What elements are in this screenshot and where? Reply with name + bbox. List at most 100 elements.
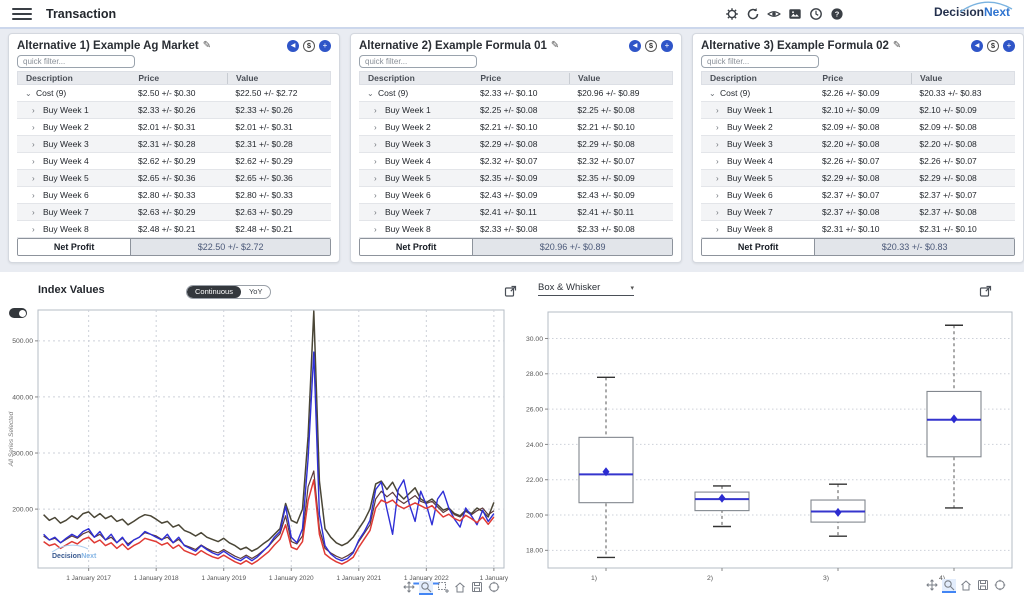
table-row[interactable]: ⌄ Cost (9) $2.26 +/- $0.09 $20.33 +/- $0.83 (701, 85, 1015, 103)
table-row[interactable]: ⌄ Cost (9) $2.33 +/- $0.10 $20.96 +/- $0.89 (359, 85, 673, 103)
chevron-down-icon[interactable]: ⌄ (367, 88, 374, 98)
expand-chart-icon[interactable] (979, 285, 992, 298)
chevron-right-icon[interactable]: › (32, 224, 35, 234)
image-icon[interactable] (788, 7, 802, 21)
chevron-right-icon[interactable]: › (32, 207, 35, 217)
chevron-right-icon[interactable]: › (716, 207, 719, 217)
pan-icon[interactable] (925, 579, 939, 593)
table-row[interactable]: › Buy Week 1 $2.25 +/- $0.08 $2.25 +/- $0.0… (359, 102, 673, 120)
eye-icon[interactable] (767, 7, 781, 21)
table-row[interactable]: › Buy Week 6 $2.80 +/- $0.33 $2.80 +/- $0.3… (17, 187, 331, 205)
collapse-left-icon[interactable]: ◀ (629, 39, 641, 52)
table-row[interactable]: › Buy Week 1 $2.33 +/- $0.26 $2.33 +/- $0.2… (17, 102, 331, 120)
home-icon[interactable] (959, 579, 973, 593)
reset-icon[interactable] (993, 579, 1007, 593)
chevron-right-icon[interactable]: › (374, 224, 377, 234)
table-row[interactable]: › Buy Week 8 $2.31 +/- $0.10 $2.31 +/- $0.1… (701, 221, 1015, 239)
table-row[interactable]: › Buy Week 7 $2.37 +/- $0.08 $2.37 +/- $0.0… (701, 204, 1015, 222)
quick-filter-input[interactable] (17, 55, 135, 68)
toggle-yoy[interactable]: YoY (248, 287, 263, 296)
chevron-down-icon[interactable]: ⌄ (25, 88, 32, 98)
quick-filter-input[interactable] (359, 55, 477, 68)
chevron-right-icon[interactable]: › (716, 122, 719, 132)
chevron-right-icon[interactable]: › (716, 105, 719, 115)
table-row[interactable]: › Buy Week 3 $2.29 +/- $0.08 $2.29 +/- $0.0… (359, 136, 673, 154)
add-icon[interactable]: + (661, 39, 673, 52)
chevron-right-icon[interactable]: › (716, 156, 719, 166)
chevron-right-icon[interactable]: › (374, 105, 377, 115)
save-icon[interactable] (470, 581, 484, 595)
table-row[interactable]: › Buy Week 4 $2.62 +/- $0.29 $2.62 +/- $0.2… (17, 153, 331, 171)
chevron-right-icon[interactable]: › (32, 173, 35, 183)
help-icon[interactable]: ? (830, 7, 844, 21)
settings-icon[interactable] (725, 7, 739, 21)
row-price: $2.09 +/- $0.08 (822, 122, 880, 133)
clock-icon[interactable] (809, 7, 823, 21)
currency-icon[interactable]: $ (303, 39, 315, 52)
pan-icon[interactable] (402, 581, 416, 595)
chevron-right-icon[interactable]: › (32, 156, 35, 166)
currency-icon[interactable]: $ (987, 39, 999, 52)
edit-icon[interactable]: ✎ (550, 40, 560, 52)
zoom-box-icon[interactable] (436, 581, 450, 595)
add-icon[interactable]: + (1003, 39, 1015, 52)
edit-icon[interactable]: ✎ (202, 40, 212, 52)
chevron-right-icon[interactable]: › (716, 190, 719, 200)
quick-filter-input[interactable] (701, 55, 819, 68)
continuous-yoy-toggle[interactable]: Continuous YoY (186, 285, 272, 299)
table-row[interactable]: ⌄ Cost (9) $2.50 +/- $0.30 $22.50 +/- $2.72 (17, 85, 331, 103)
table-row[interactable]: › Buy Week 7 $2.41 +/- $0.11 $2.41 +/- $0.1… (359, 204, 673, 222)
chevron-right-icon[interactable]: › (374, 156, 377, 166)
toggle-continuous[interactable]: Continuous (187, 286, 241, 298)
chevron-right-icon[interactable]: › (374, 139, 377, 149)
chevron-right-icon[interactable]: › (716, 224, 719, 234)
row-label: Buy Week 7 (43, 207, 89, 218)
home-icon[interactable] (453, 581, 467, 595)
zoom-icon[interactable] (942, 579, 956, 593)
refresh-icon[interactable] (746, 7, 760, 21)
chevron-right-icon[interactable]: › (374, 207, 377, 217)
collapse-left-icon[interactable]: ◀ (287, 39, 299, 52)
table-row[interactable]: › Buy Week 3 $2.20 +/- $0.08 $2.20 +/- $0.0… (701, 136, 1015, 154)
table-row[interactable]: › Buy Week 4 $2.26 +/- $0.07 $2.26 +/- $0.0… (701, 153, 1015, 171)
table-row[interactable]: › Buy Week 1 $2.10 +/- $0.09 $2.10 +/- $0.0… (701, 102, 1015, 120)
table-row[interactable]: › Buy Week 2 $2.09 +/- $0.08 $2.09 +/- $0.0… (701, 119, 1015, 137)
box-whisker-chart[interactable]: 18.00 20.00 22.00 24.00 26.00 28.00 30.00 1) 2) 3… (518, 304, 1022, 594)
chart-type-select[interactable]: Box & Whisker ▾ (538, 282, 634, 296)
chevron-right-icon[interactable]: › (32, 105, 35, 115)
series-visibility-toggle[interactable] (9, 308, 27, 318)
table-row[interactable]: › Buy Week 3 $2.31 +/- $0.28 $2.31 +/- $0.2… (17, 136, 331, 154)
reset-icon[interactable] (487, 581, 501, 595)
table-row[interactable]: › Buy Week 5 $2.29 +/- $0.08 $2.29 +/- $0.0… (701, 170, 1015, 188)
collapse-left-icon[interactable]: ◀ (971, 39, 983, 52)
table-row[interactable]: › Buy Week 6 $2.43 +/- $0.09 $2.43 +/- $0.0… (359, 187, 673, 205)
chevron-down-icon[interactable]: ⌄ (709, 88, 716, 98)
chevron-right-icon[interactable]: › (32, 122, 35, 132)
chevron-right-icon[interactable]: › (374, 122, 377, 132)
chevron-right-icon[interactable]: › (716, 173, 719, 183)
chevron-right-icon[interactable]: › (374, 190, 377, 200)
index-values-chart[interactable]: 200.00 300.00 400.00 500.00 1 January 2017 1 … (4, 304, 514, 594)
chevron-right-icon[interactable]: › (716, 139, 719, 149)
row-price: $2.29 +/- $0.08 (480, 139, 538, 150)
table-row[interactable]: › Buy Week 4 $2.32 +/- $0.07 $2.32 +/- $0.0… (359, 153, 673, 171)
save-icon[interactable] (976, 579, 990, 593)
expand-chart-icon[interactable] (504, 285, 517, 298)
table-row[interactable]: › Buy Week 2 $2.01 +/- $0.31 $2.01 +/- $0.3… (17, 119, 331, 137)
add-icon[interactable]: + (319, 39, 331, 52)
row-price: $2.29 +/- $0.08 (822, 173, 880, 184)
chevron-right-icon[interactable]: › (32, 139, 35, 149)
edit-icon[interactable]: ✎ (892, 40, 902, 52)
menu-icon[interactable] (12, 7, 32, 20)
chevron-right-icon[interactable]: › (32, 190, 35, 200)
table-row[interactable]: › Buy Week 2 $2.21 +/- $0.10 $2.21 +/- $0.1… (359, 119, 673, 137)
chevron-right-icon[interactable]: › (374, 173, 377, 183)
table-row[interactable]: › Buy Week 8 $2.33 +/- $0.08 $2.33 +/- $0.0… (359, 221, 673, 239)
table-row[interactable]: › Buy Week 6 $2.37 +/- $0.07 $2.37 +/- $0.0… (701, 187, 1015, 205)
zoom-icon[interactable] (419, 581, 433, 595)
currency-icon[interactable]: $ (645, 39, 657, 52)
table-row[interactable]: › Buy Week 8 $2.48 +/- $0.21 $2.48 +/- $0.2… (17, 221, 331, 239)
table-row[interactable]: › Buy Week 5 $2.65 +/- $0.36 $2.65 +/- $0.3… (17, 170, 331, 188)
table-row[interactable]: › Buy Week 7 $2.63 +/- $0.29 $2.63 +/- $0.2… (17, 204, 331, 222)
table-row[interactable]: › Buy Week 5 $2.35 +/- $0.09 $2.35 +/- $0.0… (359, 170, 673, 188)
